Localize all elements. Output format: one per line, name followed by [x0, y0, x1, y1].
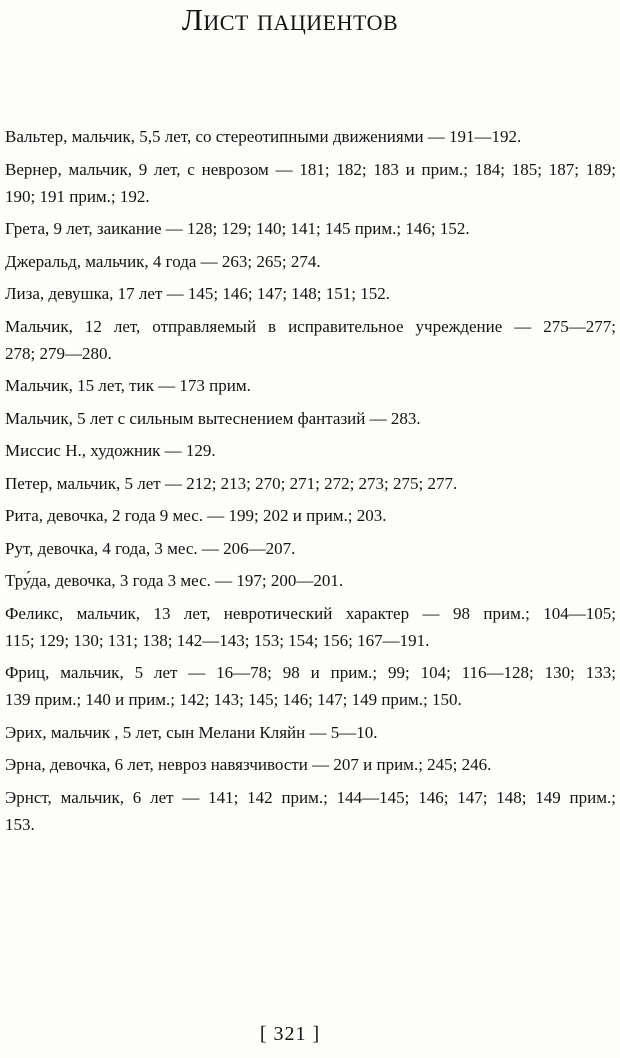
- patient-entry: Феликс, мальчик, 13 лет, невротический х…: [5, 600, 616, 654]
- entry-line: 153.: [5, 814, 35, 834]
- page-header: Лист пациентов: [0, 0, 580, 38]
- entry-line: 278; 279—280.: [5, 343, 112, 363]
- patient-entry: Лиза, девушка, 17 лет — 145; 146; 147; 1…: [5, 280, 616, 307]
- entry-line: Мальчик, 15 лет, тик — 173 прим.: [5, 376, 251, 395]
- patient-entry: Мальчик, 5 лет с сильным вытеснением фан…: [5, 405, 616, 432]
- patient-entry: Грета, 9 лет, заикание — 128; 129; 140; …: [5, 215, 616, 242]
- entry-line: 115; 129; 130; 131; 138; 142—143; 153; 1…: [5, 630, 430, 650]
- page-title: Лист пациентов: [181, 2, 399, 37]
- entry-line: Петер, мальчик, 5 лет — 212; 213; 270; 2…: [5, 473, 458, 493]
- entry-line: 190; 191 прим.; 192.: [5, 186, 150, 206]
- patient-entry: Рут, девочка, 4 года, 3 мес. — 206—207.: [5, 535, 616, 562]
- entry-line: Эрих, мальчик , 5 лет, сын Мелани Кляйн …: [5, 722, 378, 742]
- patient-entry: Тру́да, девочка, 3 года 3 мес. — 197; 20…: [5, 567, 616, 594]
- entry-line: Рут, девочка, 4 года, 3 мес. — 206—207.: [5, 538, 296, 558]
- patient-entry: Фриц, мальчик, 5 лет — 16—78; 98 и прим.…: [5, 659, 616, 713]
- patient-entry: Петер, мальчик, 5 лет — 212; 213; 270; 2…: [5, 470, 616, 497]
- entry-line: Вальтер, мальчик, 5,5 лет, со стереотипн…: [5, 127, 522, 146]
- patient-entry: Рита, девочка, 2 года 9 мес. — 199; 202 …: [5, 502, 616, 529]
- entry-line: Эрнст, мальчик, 6 лет — 141; 142 прим.; …: [5, 787, 616, 807]
- patient-entry: Мальчик, 15 лет, тик — 173 прим.: [5, 372, 616, 399]
- patient-entry: Вернер, мальчик, 9 лет, с неврозом — 181…: [5, 156, 616, 210]
- entry-line: Лиза, девушка, 17 лет — 145; 146; 147; 1…: [5, 284, 390, 303]
- entry-line: Фриц, мальчик, 5 лет — 16—78; 98 и прим.…: [5, 663, 616, 682]
- entry-line: Рита, девочка, 2 года 9 мес. — 199; 202 …: [5, 506, 387, 525]
- entry-line: Мальчик, 5 лет с сильным вытеснением фан…: [5, 408, 421, 428]
- entry-line: Грета, 9 лет, заикание — 128; 129; 140; …: [5, 219, 470, 238]
- patient-entry: Мальчик, 12 лет, отправляемый в исправит…: [5, 313, 616, 367]
- entry-line: Миссис Н., художник — 129.: [5, 441, 216, 460]
- page-number: [ 321 ]: [259, 1023, 321, 1045]
- page-footer: [ 321 ]: [0, 1021, 580, 1048]
- patient-entry: Эрнст, мальчик, 6 лет — 141; 142 прим.; …: [5, 784, 616, 838]
- entry-line: Эрна, девочка, 6 лет, невроз навязчивост…: [5, 755, 492, 774]
- patient-entry: Эрна, девочка, 6 лет, невроз навязчивост…: [5, 751, 616, 778]
- patient-entry: Миссис Н., художник — 129.: [5, 437, 616, 464]
- patient-entry: Джеральд, мальчик, 4 года — 263; 265; 27…: [5, 248, 616, 275]
- entry-line: Феликс, мальчик, 13 лет, невротический х…: [5, 603, 616, 623]
- entry-line: Мальчик, 12 лет, отправляемый в исправит…: [5, 316, 616, 336]
- entry-line: 139 прим.; 140 и прим.; 142; 143; 145; 1…: [5, 690, 462, 709]
- patient-entry: Эрих, мальчик , 5 лет, сын Мелани Кляйн …: [5, 719, 616, 746]
- entry-line: Тру́да, девочка, 3 года 3 мес. — 197; 20…: [5, 571, 344, 590]
- patient-entry: Вальтер, мальчик, 5,5 лет, со стереотипн…: [5, 123, 616, 150]
- entry-line: Вернер, мальчик, 9 лет, с неврозом — 181…: [5, 159, 616, 179]
- entry-line: Джеральд, мальчик, 4 года — 263; 265; 27…: [5, 251, 321, 271]
- patient-index-list: Вальтер, мальчик, 5,5 лет, со стереотипн…: [0, 123, 620, 838]
